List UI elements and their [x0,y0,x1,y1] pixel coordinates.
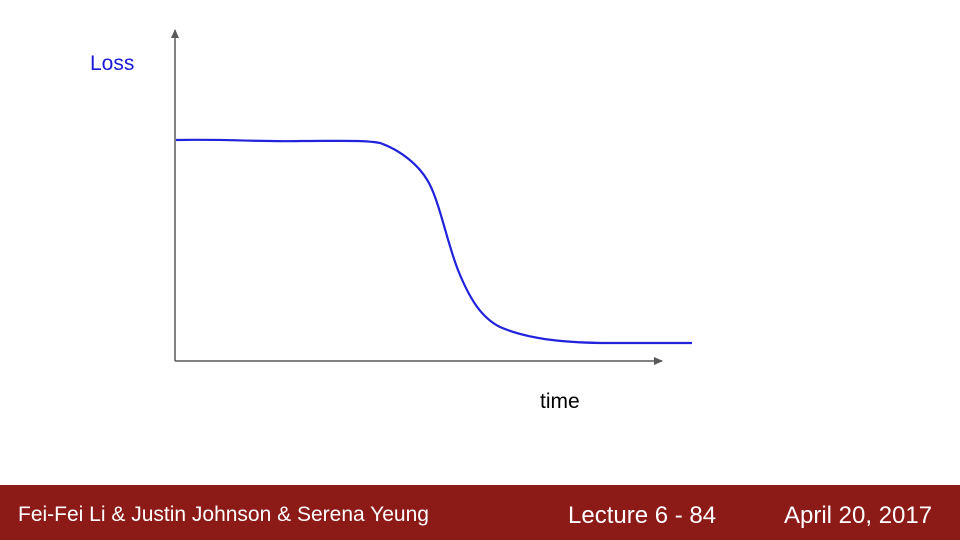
footer: Fei-Fei Li & Justin Johnson & Serena Yeu… [0,485,960,540]
loss-curve [175,138,692,345]
footer-lecture: Lecture 6 - 84 [568,502,717,529]
footer-authors: Fei-Fei Li & Justin Johnson & Serena Yeu… [18,503,429,526]
x-axis-label: time [540,390,580,413]
footer-date: April 20, 2017 [784,502,933,529]
y-axis-label: Loss [90,52,135,75]
loss-sketch [171,29,692,365]
